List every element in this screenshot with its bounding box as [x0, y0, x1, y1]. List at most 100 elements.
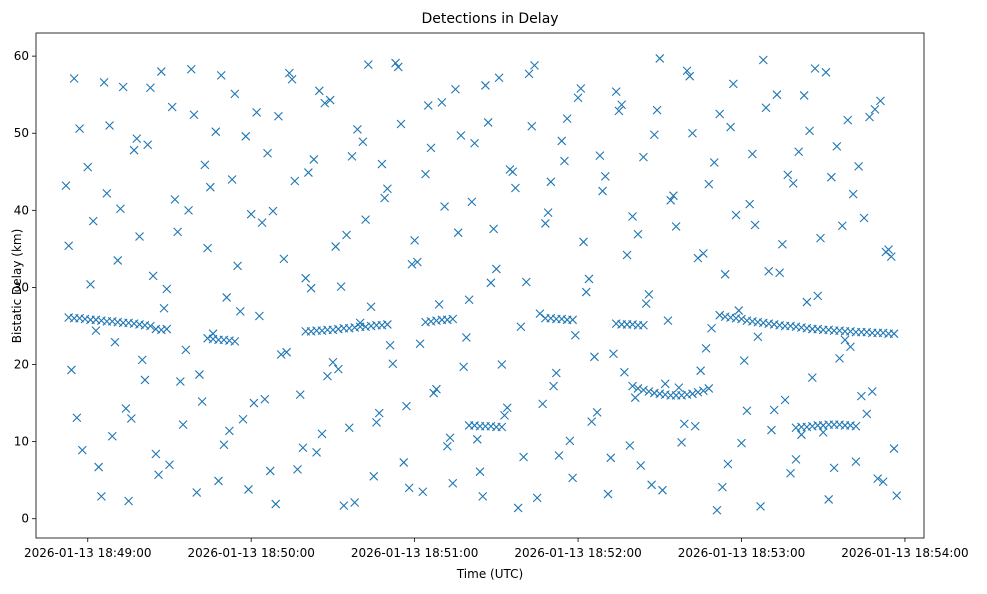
data-point	[851, 421, 861, 431]
y-tick-label: 50	[14, 126, 29, 140]
data-point	[320, 98, 330, 108]
data-point	[388, 359, 398, 369]
data-point	[489, 224, 499, 234]
data-point	[576, 84, 586, 93]
data-point	[225, 426, 234, 436]
data-point	[470, 138, 479, 148]
data-point	[598, 186, 607, 196]
data-point	[655, 54, 665, 63]
data-point	[230, 337, 240, 346]
data-point	[453, 228, 463, 238]
data-point	[445, 433, 455, 443]
data-point	[407, 259, 417, 269]
data-point	[639, 152, 648, 162]
data-point	[720, 269, 730, 279]
series-track-J	[791, 420, 861, 433]
data-point	[181, 345, 191, 355]
data-point	[363, 60, 373, 69]
data-point	[156, 67, 166, 76]
data-point	[94, 462, 104, 472]
data-point	[641, 299, 651, 309]
data-point	[317, 429, 327, 439]
axes: 0 10 20 30 40 50 60 2026-01-13 18:49:00 2026-01-…	[14, 32, 969, 560]
data-point	[287, 74, 297, 84]
data-point	[96, 491, 106, 501]
data-point	[382, 184, 392, 194]
data-point	[432, 384, 441, 394]
data-point	[649, 130, 659, 140]
series-track-A2	[113, 317, 155, 331]
data-point	[72, 413, 82, 423]
data-point	[451, 84, 460, 94]
y-tick-label: 30	[14, 280, 29, 294]
data-point	[682, 66, 692, 76]
data-point	[146, 83, 155, 93]
data-point	[568, 315, 578, 325]
data-point	[701, 343, 711, 353]
data-point	[775, 268, 785, 278]
data-point	[579, 237, 588, 247]
data-point	[86, 279, 95, 289]
data-point	[246, 209, 256, 219]
data-point	[151, 449, 161, 459]
data-point	[146, 321, 155, 331]
data-point	[731, 210, 741, 220]
data-point	[355, 318, 365, 328]
data-point	[162, 324, 172, 334]
data-point	[788, 178, 798, 188]
data-point	[565, 436, 575, 446]
data-point	[233, 261, 242, 271]
data-point	[497, 422, 507, 432]
data-point	[175, 377, 185, 386]
data-point	[301, 273, 311, 283]
data-point	[382, 320, 392, 329]
data-point	[696, 366, 706, 376]
data-point	[244, 485, 253, 494]
data-point	[758, 55, 768, 65]
data-point	[279, 254, 289, 264]
data-point	[298, 443, 308, 453]
data-point	[704, 384, 714, 393]
data-point	[628, 212, 637, 221]
data-point	[421, 169, 430, 179]
data-point	[478, 491, 488, 501]
data-point	[592, 407, 602, 417]
data-point	[843, 115, 853, 125]
data-point	[195, 370, 204, 379]
data-point	[862, 409, 872, 419]
data-point	[238, 414, 248, 424]
series-track-I	[715, 310, 899, 339]
data-point	[663, 316, 673, 325]
data-point	[777, 239, 787, 249]
data-point	[560, 156, 569, 166]
data-point	[824, 495, 834, 504]
data-point	[284, 68, 294, 78]
data-point	[734, 306, 744, 315]
data-point	[756, 502, 765, 511]
data-point	[110, 337, 120, 347]
data-point	[437, 98, 447, 107]
data-point	[826, 172, 836, 182]
x-tick-label: 2026-01-13 18:50:00	[187, 546, 314, 560]
data-point	[748, 149, 757, 159]
data-point	[799, 91, 809, 100]
data-point	[254, 311, 264, 321]
data-point	[304, 168, 313, 177]
data-point	[402, 401, 411, 411]
data-point	[780, 395, 790, 405]
data-point	[636, 461, 646, 470]
data-point	[821, 67, 831, 77]
data-point	[391, 58, 400, 68]
data-point	[216, 71, 226, 80]
series-track-C	[301, 320, 392, 336]
data-point	[350, 498, 360, 507]
data-point	[639, 320, 648, 330]
data-point	[707, 323, 716, 333]
data-point	[516, 322, 526, 332]
data-point	[715, 109, 725, 119]
data-point	[540, 219, 550, 228]
data-point	[573, 93, 583, 103]
y-tick-label: 60	[14, 49, 29, 63]
data-point	[170, 195, 180, 204]
